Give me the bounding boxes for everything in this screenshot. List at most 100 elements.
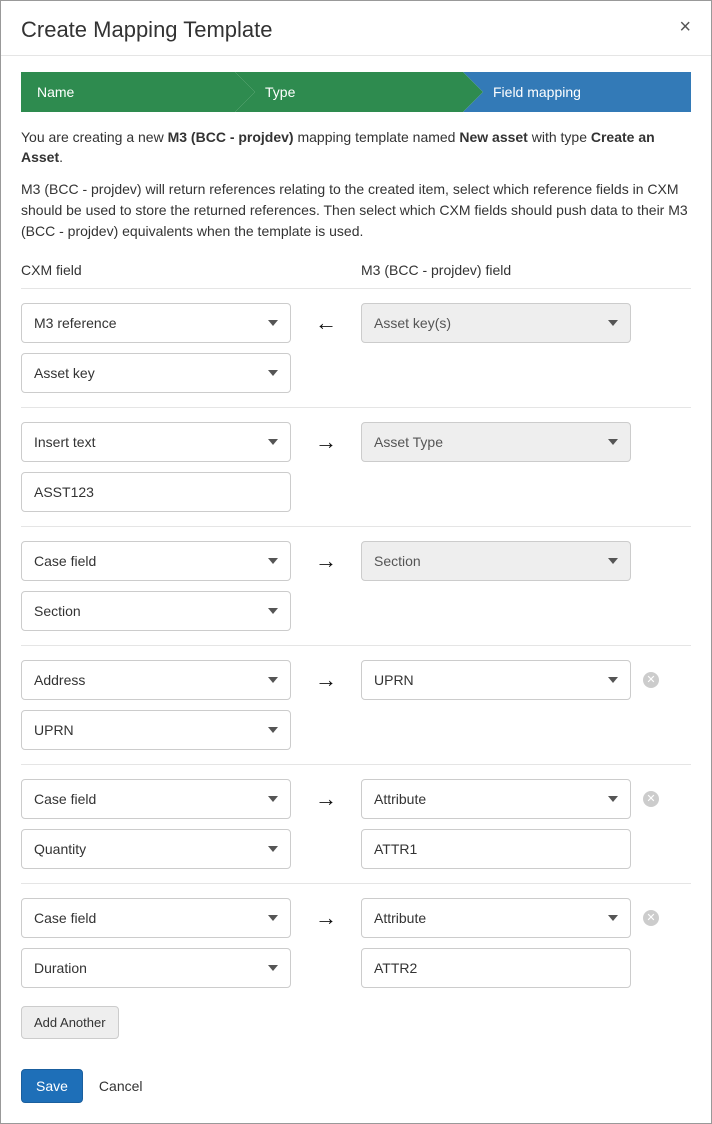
chevron-down-icon <box>268 558 278 564</box>
column-header-left: CXM field <box>21 262 361 278</box>
wizard-step-label: Type <box>265 84 295 100</box>
mapping-block: M3 reference ← Asset key(s) Asset key <box>21 288 691 407</box>
remove-cell: ✕ <box>631 910 671 926</box>
modal-create-mapping-template: Create Mapping Template × Name Type Fiel… <box>0 0 712 1124</box>
cxm-secondary-select[interactable]: Quantity <box>21 829 291 869</box>
chevron-down-icon <box>268 608 278 614</box>
cxm-field-select[interactable]: Insert text <box>21 422 291 462</box>
cxm-secondary-text-input[interactable]: ASST123 <box>21 472 291 512</box>
intro-text: You are creating a new M3 (BCC - projdev… <box>21 128 691 167</box>
cxm-secondary-value: ASST123 <box>34 484 94 500</box>
mappings-container: M3 reference ← Asset key(s) Asset key Insert… <box>21 288 691 1002</box>
column-header-right: M3 (BCC - projdev) field <box>361 262 691 278</box>
arrow-right-icon: → <box>291 786 361 812</box>
chevron-down-icon <box>268 320 278 326</box>
chevron-down-icon <box>608 915 618 921</box>
chevron-down-icon <box>608 320 618 326</box>
cancel-link[interactable]: Cancel <box>99 1078 143 1094</box>
intro-suffix: . <box>59 149 63 165</box>
footer-actions: Save Cancel <box>21 1069 691 1103</box>
intro-prefix: You are creating a new <box>21 129 168 145</box>
chevron-down-icon <box>268 846 278 852</box>
mapping-block: Case field→Attribute✕DurationATTR2 <box>21 883 691 1002</box>
intro-template-name: New asset <box>459 129 527 145</box>
cxm-field-select[interactable]: M3 reference <box>21 303 291 343</box>
cxm-secondary-select[interactable]: Asset key <box>21 353 291 393</box>
wizard-step-label: Field mapping <box>493 84 581 100</box>
mapping-row-secondary: Section <box>21 591 691 631</box>
target-field-select[interactable]: UPRN <box>361 660 631 700</box>
mapping-row-secondary: Quantity ATTR1 <box>21 829 691 869</box>
target-secondary-value: ATTR2 <box>374 960 417 976</box>
target-field-select[interactable]: Attribute <box>361 898 631 938</box>
cxm-field-select[interactable]: Case field <box>21 541 291 581</box>
remove-mapping-icon[interactable]: ✕ <box>643 910 659 926</box>
chevron-down-icon <box>268 796 278 802</box>
wizard-step-field-mapping[interactable]: Field mapping <box>463 72 691 112</box>
remove-mapping-icon[interactable]: ✕ <box>643 672 659 688</box>
mapping-row-primary: Address → UPRN ✕ <box>21 660 691 700</box>
intro-middle: mapping template named <box>294 129 460 145</box>
chevron-down-icon <box>268 727 278 733</box>
remove-mapping-icon[interactable]: ✕ <box>643 791 659 807</box>
column-headers: CXM field M3 (BCC - projdev) field <box>21 262 691 278</box>
target-field-value: Attribute <box>374 791 426 807</box>
save-button[interactable]: Save <box>21 1069 83 1103</box>
cxm-secondary-value: UPRN <box>34 722 74 738</box>
mapping-block: Insert text →Asset Type ASST123 <box>21 407 691 526</box>
cxm-secondary-select[interactable]: UPRN <box>21 710 291 750</box>
target-field-value: Attribute <box>374 910 426 926</box>
cxm-field-value: Insert text <box>34 434 95 450</box>
chevron-down-icon <box>268 677 278 683</box>
cxm-field-value: Address <box>34 672 85 688</box>
mapping-row-primary: Case field → Attribute ✕ <box>21 779 691 819</box>
arrow-right-icon: → <box>291 667 361 693</box>
cxm-field-value: Case field <box>34 791 96 807</box>
cxm-secondary-value: Asset key <box>34 365 95 381</box>
target-field-value: UPRN <box>374 672 414 688</box>
modal-header: Create Mapping Template × <box>1 1 711 56</box>
cxm-secondary-value: Duration <box>34 960 87 976</box>
intro-connector-name: M3 (BCC - projdev) <box>168 129 294 145</box>
intro-with-type: with type <box>528 129 591 145</box>
arrow-right-icon: → <box>291 548 361 574</box>
target-field-select[interactable]: Attribute <box>361 779 631 819</box>
target-field-select: Asset key(s) <box>361 303 631 343</box>
cxm-field-select[interactable]: Case field <box>21 779 291 819</box>
cxm-field-value: M3 reference <box>34 315 116 331</box>
modal-body: Name Type Field mapping You are creating… <box>1 56 711 1123</box>
wizard-step-type[interactable]: Type <box>235 72 463 112</box>
target-field-value: Section <box>374 553 421 569</box>
target-field-select: Section <box>361 541 631 581</box>
cxm-field-select[interactable]: Address <box>21 660 291 700</box>
mapping-block: Case field → Attribute ✕ Quantity ATTR1 <box>21 764 691 883</box>
arrow-left-icon: ← <box>291 310 361 336</box>
wizard-step-label: Name <box>37 84 74 100</box>
mapping-row-secondary: UPRN <box>21 710 691 750</box>
cxm-field-value: Case field <box>34 910 96 926</box>
chevron-down-icon <box>608 677 618 683</box>
target-field-select: Asset Type <box>361 422 631 462</box>
mapping-row-primary: Case field→Attribute✕ <box>21 898 691 938</box>
cxm-field-select[interactable]: Case field <box>21 898 291 938</box>
cxm-secondary-select[interactable]: Duration <box>21 948 291 988</box>
arrow-right-icon: → <box>291 429 361 455</box>
mapping-row-secondary: ASST123 <box>21 472 691 512</box>
cxm-secondary-select[interactable]: Section <box>21 591 291 631</box>
mapping-block: Address → UPRN ✕ UPRN <box>21 645 691 764</box>
wizard-step-name[interactable]: Name <box>21 72 235 112</box>
target-secondary-text-input[interactable]: ATTR2 <box>361 948 631 988</box>
mapping-row-secondary: Asset key <box>21 353 691 393</box>
chevron-down-icon <box>268 370 278 376</box>
chevron-down-icon <box>268 439 278 445</box>
cxm-field-value: Case field <box>34 553 96 569</box>
mapping-row-primary: Insert text →Asset Type <box>21 422 691 462</box>
chevron-down-icon <box>268 965 278 971</box>
target-secondary-text-input[interactable]: ATTR1 <box>361 829 631 869</box>
add-another-button[interactable]: Add Another <box>21 1006 119 1039</box>
mapping-row-primary: Case field → Section <box>21 541 691 581</box>
close-icon[interactable]: × <box>679 17 691 37</box>
description-text: M3 (BCC - projdev) will return reference… <box>21 179 691 242</box>
chevron-down-icon <box>608 439 618 445</box>
target-field-value: Asset key(s) <box>374 315 451 331</box>
